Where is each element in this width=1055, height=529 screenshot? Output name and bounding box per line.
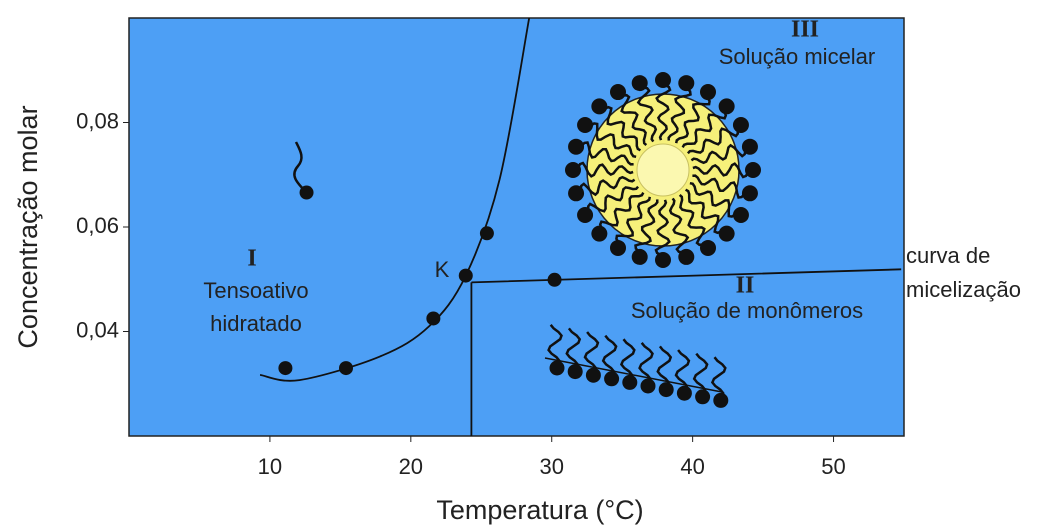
surfactant-head	[577, 117, 593, 133]
monomer-head	[659, 382, 674, 397]
surfactant-head	[632, 75, 648, 91]
annotation: Solução micelar	[719, 44, 876, 69]
y-tick-label: 0,06	[76, 213, 119, 238]
annotation: K	[435, 257, 450, 282]
data-point	[426, 311, 440, 325]
surfactant-head	[742, 139, 758, 155]
monomer-head	[550, 361, 565, 376]
surfactant-head	[700, 84, 716, 100]
chart: III Solução micelar II Solução de monôme…	[0, 0, 1055, 529]
surfactant-head	[733, 207, 749, 223]
annotation: Tensoativo	[203, 278, 308, 303]
x-axis-title: Temperatura (°C)	[436, 495, 643, 525]
data-point	[459, 269, 473, 283]
x-tick-label: 40	[680, 454, 704, 479]
data-point	[548, 273, 562, 287]
surfactant-head	[719, 98, 735, 114]
data-point	[339, 361, 353, 375]
monomer-head	[568, 364, 583, 379]
micelle-core	[637, 144, 689, 196]
surfactant-head	[591, 98, 607, 114]
x-tick-label: 50	[821, 454, 845, 479]
x-tick-label: 30	[539, 454, 563, 479]
surfactant-head	[733, 117, 749, 133]
surfactant-head	[678, 75, 694, 91]
surfactant-head	[568, 139, 584, 155]
surfactant-head	[577, 207, 593, 223]
annotation: II	[736, 273, 755, 299]
monomer-head	[695, 389, 710, 404]
annotation: hidratado	[210, 311, 302, 336]
annotation: I	[247, 246, 256, 272]
data-point	[278, 361, 292, 375]
surfactant-head	[610, 84, 626, 100]
data-point	[300, 186, 314, 200]
surfactant-head	[655, 72, 671, 88]
surfactant-head	[745, 162, 761, 178]
plot-area	[129, 18, 904, 436]
surfactant-head	[742, 185, 758, 201]
surfactant-head	[655, 252, 671, 268]
surfactant-head	[678, 249, 694, 265]
x-tick-label: 10	[258, 454, 282, 479]
surfactant-head	[565, 162, 581, 178]
data-point	[480, 226, 494, 240]
monomer-head	[677, 386, 692, 401]
surfactant-head	[632, 249, 648, 265]
annotation: III	[791, 17, 819, 43]
x-tick-label: 20	[399, 454, 423, 479]
monomer-head	[622, 375, 637, 390]
annotation: curva de	[906, 243, 990, 268]
annotation: micelização	[906, 277, 1021, 302]
y-tick-label: 0,04	[76, 317, 119, 342]
surfactant-head	[610, 240, 626, 256]
surfactant-head	[591, 226, 607, 242]
y-axis-title: Concentração molar	[13, 105, 43, 348]
monomer-head	[641, 379, 656, 394]
monomer-head	[713, 393, 728, 408]
surfactant-head	[719, 226, 735, 242]
monomer-head	[604, 371, 619, 386]
monomer-head	[586, 368, 601, 383]
annotation: Solução de monômeros	[631, 298, 863, 323]
y-tick-label: 0,08	[76, 108, 119, 133]
surfactant-head	[568, 185, 584, 201]
surfactant-head	[700, 240, 716, 256]
